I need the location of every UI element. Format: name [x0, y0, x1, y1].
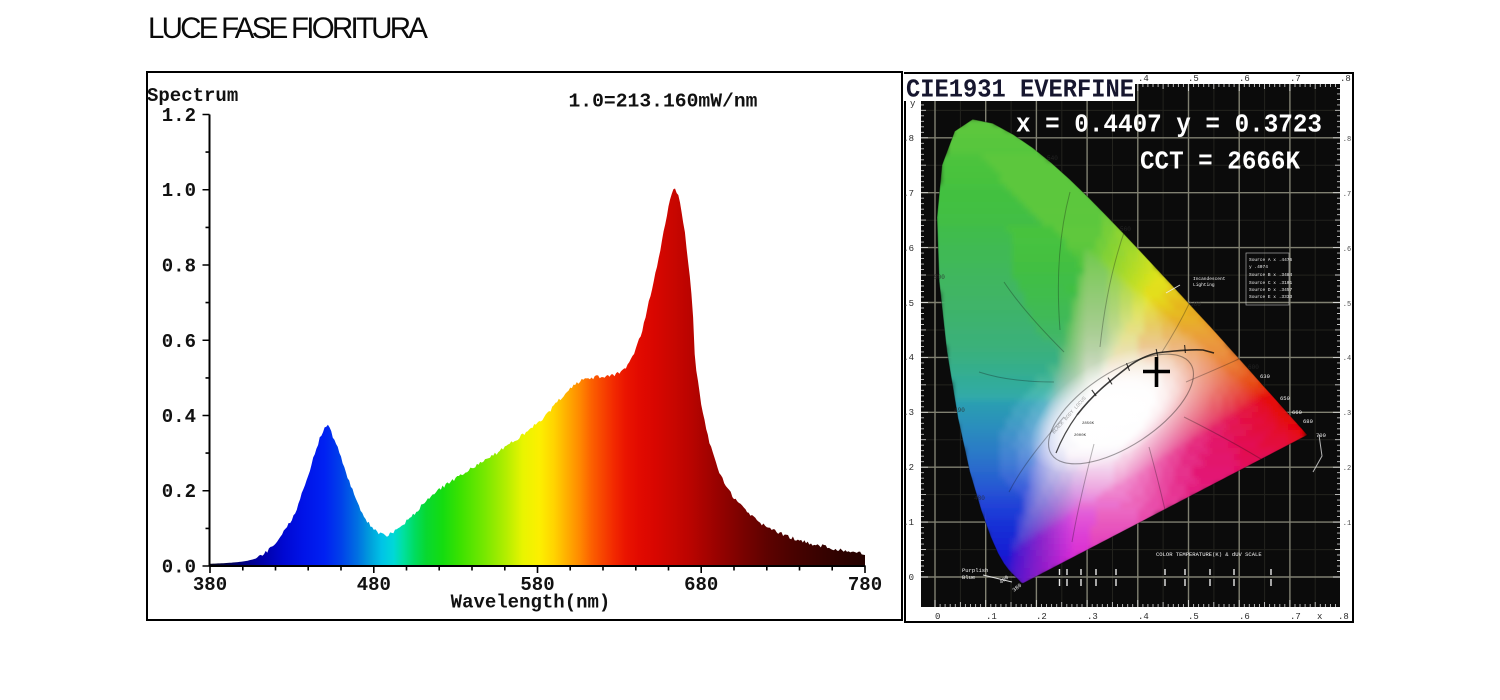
svg-text:0.2: 0.2	[162, 481, 196, 503]
svg-text:.1: .1	[904, 518, 914, 528]
svg-text:.2: .2	[904, 463, 914, 473]
svg-text:0.4: 0.4	[162, 406, 196, 428]
svg-text:600: 600	[1248, 364, 1259, 371]
svg-text:0: 0	[935, 612, 940, 622]
svg-text:.2: .2	[1343, 465, 1351, 473]
svg-text:.7: .7	[1290, 74, 1301, 84]
svg-text:x: x	[1317, 612, 1322, 622]
svg-text:500: 500	[934, 274, 945, 281]
svg-text:540: 540	[1047, 155, 1058, 162]
svg-text:.4: .4	[1138, 612, 1149, 622]
svg-text:490: 490	[954, 407, 965, 414]
svg-text:.3: .3	[1343, 410, 1351, 418]
svg-text:.8: .8	[1343, 136, 1351, 144]
svg-text:.1: .1	[986, 612, 997, 622]
svg-text:380: 380	[193, 574, 227, 596]
svg-text:680: 680	[684, 574, 718, 596]
svg-text:580: 580	[520, 574, 554, 596]
svg-text:650: 650	[1280, 395, 1290, 402]
svg-text:.5: .5	[1188, 612, 1199, 622]
svg-text:Wavelength(nm): Wavelength(nm)	[451, 592, 611, 614]
svg-text:380: 380	[1011, 582, 1023, 594]
svg-text:.8: .8	[1340, 74, 1351, 84]
svg-text:COLOR TEMPERATURE(K) & dUV SCA: COLOR TEMPERATURE(K) & dUV SCALE	[1156, 551, 1262, 558]
svg-text:.3: .3	[1087, 612, 1098, 622]
svg-text:.6: .6	[904, 244, 914, 254]
svg-text:Source D x .3457: Source D x .3457	[1249, 287, 1293, 293]
svg-text:Source E x .3333: Source E x .3333	[1249, 294, 1293, 300]
svg-text:1.0=213.160mW/nm: 1.0=213.160mW/nm	[569, 91, 758, 113]
svg-text:660: 660	[1292, 409, 1302, 416]
svg-text:.6: .6	[1343, 246, 1351, 254]
svg-text:780: 780	[848, 574, 882, 596]
svg-text:Purplish: Purplish	[962, 567, 988, 574]
svg-text:.1: .1	[1343, 520, 1351, 528]
svg-text:.5: .5	[904, 299, 914, 309]
svg-text:2856K: 2856K	[1082, 422, 1095, 426]
svg-text:580: 580	[1190, 301, 1201, 308]
svg-text:.7: .7	[904, 189, 914, 199]
svg-text:.6: .6	[1239, 612, 1250, 622]
svg-text:0: 0	[909, 573, 914, 583]
svg-text:.7: .7	[1343, 191, 1351, 199]
svg-text:700: 700	[1316, 432, 1326, 439]
svg-text:Source B x .3484: Source B x .3484	[1249, 272, 1293, 278]
svg-text:Incandescent: Incandescent	[1193, 276, 1226, 282]
svg-text:y .4074: y .4074	[1249, 264, 1268, 270]
svg-text:.5: .5	[1343, 301, 1351, 309]
svg-text:Spectrum: Spectrum	[147, 85, 238, 107]
svg-text:.7: .7	[1290, 612, 1301, 622]
svg-text:y: y	[910, 99, 916, 109]
svg-text:480: 480	[357, 574, 391, 596]
svg-text:0.6: 0.6	[162, 331, 196, 353]
svg-text:0.8: 0.8	[162, 256, 196, 278]
svg-text:.3: .3	[904, 408, 914, 418]
svg-text:.4: .4	[1343, 355, 1351, 363]
svg-text:.4: .4	[904, 353, 914, 363]
svg-text:.8: .8	[1338, 612, 1349, 622]
svg-text:.5: .5	[1188, 74, 1199, 84]
svg-text:Source A x .4476: Source A x .4476	[1249, 257, 1293, 263]
svg-text:1.0: 1.0	[162, 180, 196, 202]
svg-text:.6: .6	[1239, 74, 1250, 84]
svg-text:680: 680	[1303, 418, 1313, 425]
svg-text:0.0: 0.0	[162, 557, 196, 579]
svg-text:480: 480	[974, 495, 985, 502]
svg-text:Lighting: Lighting	[1193, 282, 1215, 288]
svg-text:400: 400	[998, 574, 1010, 586]
svg-text:Source C x .3101: Source C x .3101	[1249, 280, 1293, 286]
svg-text:CIE1931 EVERFINE: CIE1931 EVERFINE	[906, 76, 1134, 105]
svg-text:560: 560	[1120, 226, 1131, 233]
svg-text:CCT = 2666K: CCT = 2666K	[1140, 148, 1301, 177]
svg-text:1.2: 1.2	[162, 105, 196, 127]
svg-text:.4: .4	[1138, 74, 1149, 84]
svg-text:Blue: Blue	[962, 574, 975, 581]
svg-text:630: 630	[1260, 373, 1270, 380]
svg-text:.8: .8	[904, 134, 914, 144]
svg-text:2000K: 2000K	[1074, 434, 1087, 438]
svg-text:x = 0.4407 y = 0.3723: x = 0.4407 y = 0.3723	[1016, 111, 1322, 140]
svg-text:.2: .2	[1036, 612, 1047, 622]
